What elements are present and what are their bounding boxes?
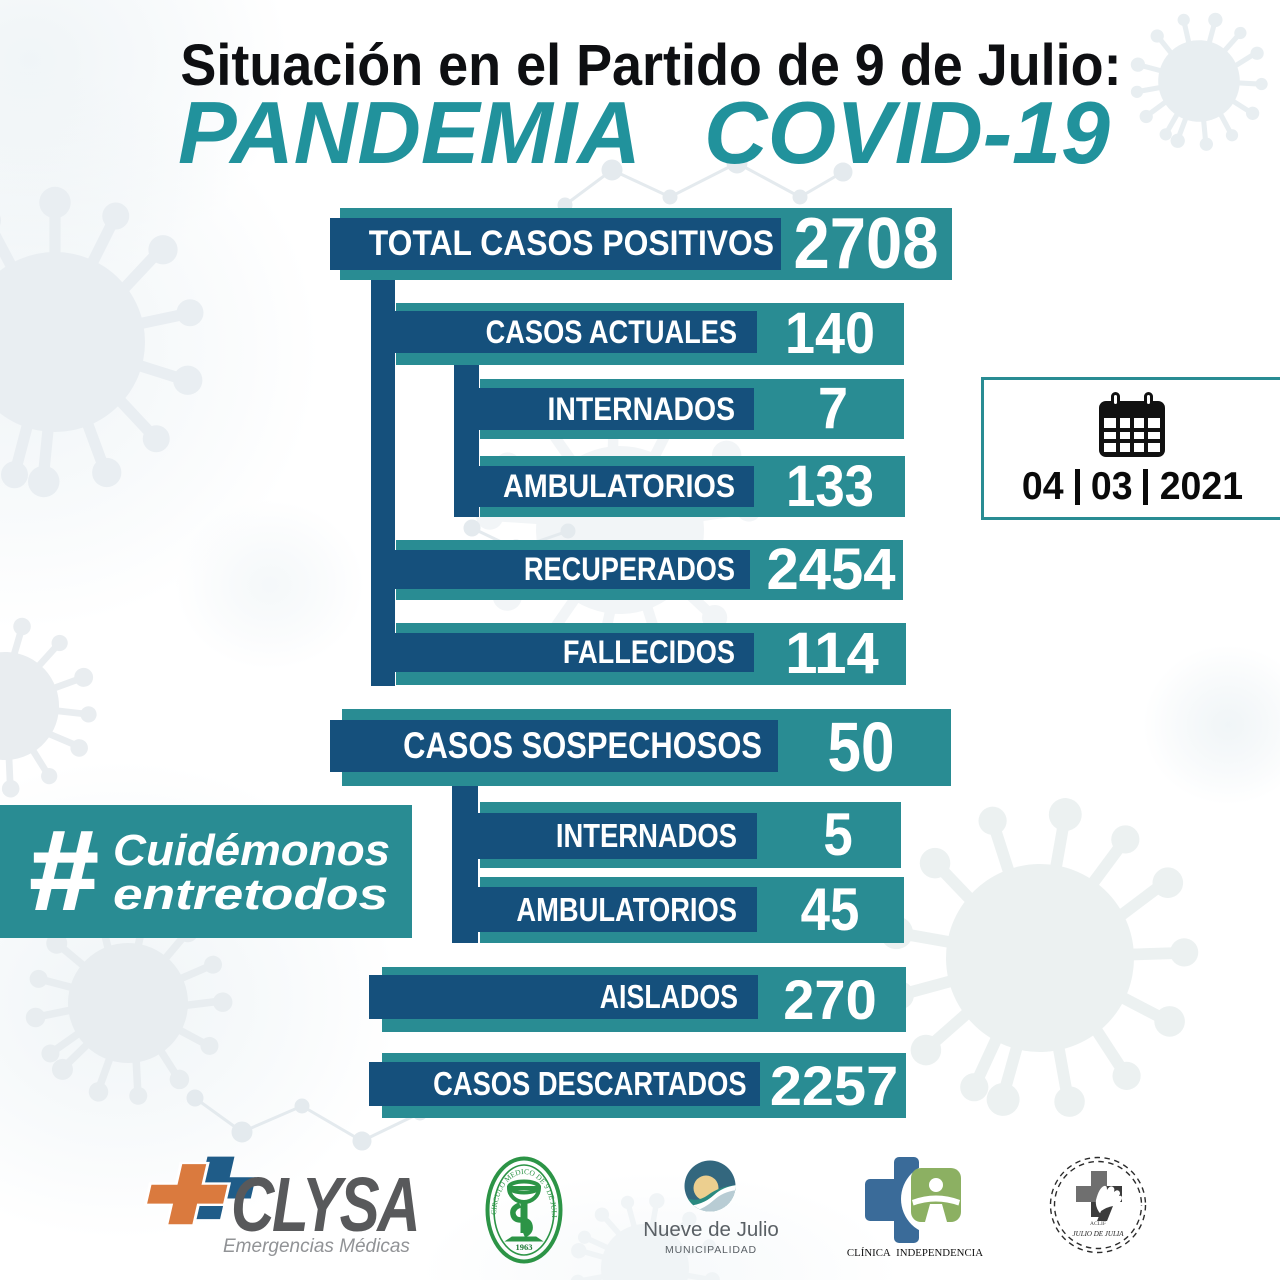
svg-text:MUNICIPALIDAD: MUNICIPALIDAD	[665, 1244, 757, 1256]
svg-text:CLÍNICA INDEPENDENCIA: CLÍNICA INDEPENDENCIA	[847, 1247, 983, 1259]
svg-text:CLYSA: CLYSA	[231, 1161, 418, 1248]
svg-text:ACLIF: ACLIF	[1090, 1221, 1106, 1227]
svg-text:Nueve de Julio: Nueve de Julio	[643, 1218, 779, 1241]
svg-text:JULIO DE JULIA: JULIO DE JULIA	[1073, 1230, 1125, 1238]
svg-text:Emergencias Médicas: Emergencias Médicas	[223, 1236, 410, 1257]
svg-text:1963: 1963	[516, 1242, 533, 1252]
